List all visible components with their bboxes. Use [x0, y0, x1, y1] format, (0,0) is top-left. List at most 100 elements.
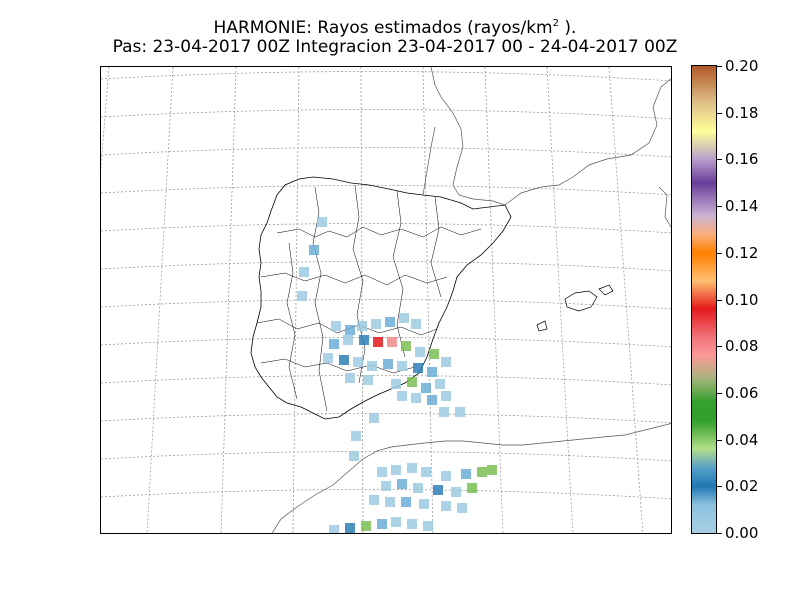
lightning-cell — [343, 335, 353, 345]
lightning-cell — [381, 481, 391, 491]
lightning-cell — [413, 363, 423, 373]
lightning-cell — [363, 375, 373, 385]
meridian — [422, 67, 434, 533]
colorbar-tick — [717, 486, 722, 487]
lightning-cell — [397, 361, 407, 371]
colorbar-tick-label: 0.00 — [725, 524, 759, 542]
lightning-cell — [391, 517, 401, 527]
lightning-cell — [377, 519, 387, 529]
lightning-cell — [441, 501, 451, 511]
parallel — [101, 375, 671, 386]
meridian — [360, 67, 364, 533]
parallel — [101, 223, 671, 234]
colorbar — [691, 65, 717, 534]
lightning-cell — [427, 367, 437, 377]
map-canvas — [101, 67, 671, 533]
lightning-cell — [339, 355, 349, 365]
title-end: ). — [559, 18, 577, 38]
lightning-cell — [467, 483, 477, 493]
parallel — [101, 147, 671, 158]
title-superscript: 2 — [552, 18, 559, 29]
colorbar-tick — [717, 253, 722, 254]
chart-title-line1: HARMONIE: Rayos estimados (rayos/km2 ). — [0, 14, 790, 38]
lightning-cell — [433, 485, 443, 495]
graticule — [101, 67, 671, 533]
lightning-cell — [441, 391, 451, 401]
lightning-cell — [309, 245, 319, 255]
lightning-cell — [369, 413, 379, 423]
lightning-cell — [385, 497, 395, 507]
lightning-cell — [421, 467, 431, 477]
corsica — [658, 186, 671, 228]
meridian — [220, 67, 237, 533]
lightning-cell — [359, 335, 369, 345]
lightning-cell — [317, 217, 327, 227]
lightning-cell — [423, 521, 433, 531]
parallel — [101, 337, 671, 348]
lightning-cell — [397, 479, 407, 489]
lightning-cells — [297, 217, 497, 533]
lightning-cell — [383, 359, 393, 369]
lightning-cell — [297, 291, 307, 301]
colorbar-tick — [717, 66, 722, 67]
colorbar-tick-label: 0.06 — [725, 384, 759, 402]
lightning-cell — [397, 391, 407, 401]
colorbar-tick-label: 0.04 — [725, 431, 759, 449]
lightning-cell — [457, 503, 467, 513]
france-coastline — [430, 67, 671, 206]
lightning-cell — [377, 467, 387, 477]
colorbar-fill — [692, 66, 716, 533]
lightning-cell — [349, 451, 359, 461]
menorca — [598, 284, 614, 296]
colorbar-tick-label: 0.14 — [725, 197, 759, 215]
parallel — [101, 489, 671, 500]
parallel — [101, 185, 671, 196]
colorbar-tick-label: 0.16 — [725, 150, 759, 168]
colorbar-tick — [717, 206, 722, 207]
meridian — [484, 67, 504, 533]
lightning-cell — [451, 487, 461, 497]
colorbar-tick — [717, 346, 722, 347]
lightning-cell — [329, 339, 339, 349]
colorbar-tick-label: 0.18 — [725, 104, 759, 122]
chart-title-line2: Pas: 23-04-2017 00Z Integracion 23-04-20… — [112, 37, 678, 57]
meridian — [670, 67, 671, 72]
lightning-cell — [487, 465, 497, 475]
parallel — [101, 451, 671, 462]
meridian — [146, 67, 174, 533]
colorbar-tick — [717, 533, 722, 534]
colorbar-gradient — [692, 66, 716, 533]
lightning-cell — [407, 463, 417, 473]
lightning-cell — [413, 483, 423, 493]
lightning-cell — [373, 337, 383, 347]
lightning-cell — [427, 395, 437, 405]
colorbar-tick — [717, 393, 722, 394]
lightning-cell — [411, 319, 421, 329]
lightning-cell — [345, 325, 355, 335]
lightning-cell — [299, 267, 309, 277]
title-main: HARMONIE: Rayos estimados (rayos/km — [213, 18, 553, 38]
lightning-cell — [323, 353, 333, 363]
colorbar-tick-label: 0.12 — [725, 244, 759, 262]
lightning-cell — [407, 519, 417, 529]
lightning-cell — [345, 373, 355, 383]
lightning-cell — [441, 471, 451, 481]
mallorca — [564, 290, 598, 312]
parallel — [101, 109, 671, 120]
lightning-cell — [401, 341, 411, 351]
meridian — [546, 67, 574, 533]
lightning-cell — [385, 317, 395, 327]
parallel — [101, 299, 671, 310]
lightning-cell — [477, 467, 487, 477]
colorbar-tick — [717, 300, 722, 301]
lightning-cell — [439, 407, 449, 417]
lightning-cell — [429, 349, 439, 359]
colorbar-tick — [717, 159, 722, 160]
colorbar-tick — [717, 440, 722, 441]
lightning-cell — [391, 379, 401, 389]
lightning-cell — [421, 383, 431, 393]
lightning-cell — [345, 523, 355, 533]
lightning-cell — [371, 319, 381, 329]
lightning-cell — [419, 499, 429, 509]
colorbar-tick-label: 0.02 — [725, 477, 759, 495]
